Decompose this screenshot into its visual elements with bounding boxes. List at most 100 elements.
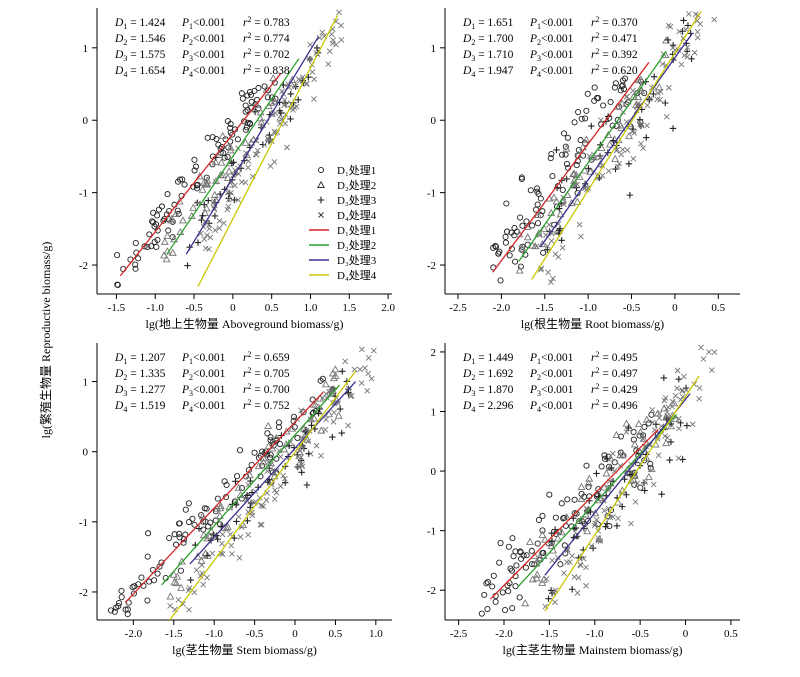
data-point-d3 xyxy=(329,433,336,441)
data-point-d4 xyxy=(306,56,313,62)
data-point-d2 xyxy=(634,76,643,84)
data-point-d4 xyxy=(218,550,224,557)
fit-line-d1 xyxy=(492,61,650,273)
data-point-d4 xyxy=(698,344,704,351)
stat-r2-value: r2 = 0.752 xyxy=(243,398,290,412)
data-point-d2 xyxy=(325,410,333,418)
data-point-d4 xyxy=(318,452,324,459)
stat-d-value: D1 = 1.207 xyxy=(114,352,166,366)
data-point-d4 xyxy=(595,535,602,542)
data-point-d3 xyxy=(287,115,294,123)
stat-d-value: D3 = 1.710 xyxy=(462,49,514,63)
data-point-d4 xyxy=(202,245,209,252)
data-point-d4 xyxy=(644,102,651,109)
data-point-d4 xyxy=(672,392,679,399)
data-point-d1 xyxy=(176,530,183,537)
data-point-d3 xyxy=(613,522,621,530)
data-point-d2 xyxy=(160,251,168,259)
data-point-d4 xyxy=(559,244,566,251)
data-point-d1 xyxy=(248,91,255,98)
data-point-d2 xyxy=(611,154,620,162)
data-point-d2 xyxy=(578,143,587,151)
data-point-d1 xyxy=(244,92,251,99)
data-point-d4 xyxy=(204,574,210,581)
data-point-d1 xyxy=(535,516,543,523)
data-point-d2 xyxy=(215,511,224,519)
data-point-d4 xyxy=(665,22,672,29)
data-point-d2 xyxy=(264,442,273,450)
data-point-d3 xyxy=(287,90,294,98)
data-point-d4 xyxy=(280,472,287,479)
stat-p-value: P4<0.001 xyxy=(529,400,574,414)
legend-label: D₁处理1 xyxy=(337,164,376,177)
data-point-d4 xyxy=(245,531,252,538)
x-tick-label: 0 xyxy=(683,628,689,640)
data-point-d2 xyxy=(636,75,645,83)
data-point-d2 xyxy=(160,237,169,245)
x-tick-label: 1.0 xyxy=(304,302,318,314)
stat-p-value: P3<0.001 xyxy=(181,384,226,398)
data-point-d1 xyxy=(107,607,114,614)
data-point-d3 xyxy=(608,464,615,472)
data-point-d1 xyxy=(177,567,184,574)
data-point-d2 xyxy=(254,462,263,470)
data-point-d3 xyxy=(662,99,669,107)
data-point-d1 xyxy=(203,174,210,181)
data-point-d1 xyxy=(492,598,499,605)
data-point-d4 xyxy=(311,96,317,102)
data-point-d4 xyxy=(342,358,349,365)
data-point-d4 xyxy=(548,230,555,237)
data-point-d1 xyxy=(234,473,241,480)
fit-line-d2 xyxy=(518,51,667,262)
data-point-d4 xyxy=(271,496,278,502)
data-point-d2 xyxy=(173,572,182,580)
data-point-d1 xyxy=(216,521,224,528)
data-point-d1 xyxy=(191,167,198,174)
data-point-d1 xyxy=(243,124,250,131)
data-point-d1 xyxy=(150,209,157,216)
data-point-d3 xyxy=(667,438,675,446)
data-point-d4 xyxy=(242,179,249,186)
data-point-d4 xyxy=(544,243,551,249)
data-point-d1 xyxy=(300,409,307,416)
data-point-d4 xyxy=(309,69,316,75)
data-point-d1 xyxy=(251,87,258,94)
data-point-d1 xyxy=(118,594,125,601)
data-point-d2 xyxy=(259,454,268,462)
data-point-d4 xyxy=(243,496,250,503)
data-point-d3 xyxy=(652,421,660,428)
x-tick-label: -2.5 xyxy=(450,628,468,640)
x-tick-label: -1.5 xyxy=(165,628,183,640)
data-point-d1 xyxy=(154,570,161,577)
data-point-d4 xyxy=(624,147,631,153)
data-point-d4 xyxy=(293,103,300,110)
data-point-d1 xyxy=(548,151,555,158)
data-point-d3 xyxy=(313,44,321,52)
legend-label: D₃处理3 xyxy=(337,194,377,207)
data-point-d1 xyxy=(512,583,519,590)
data-point-d2 xyxy=(169,570,178,578)
data-point-d2 xyxy=(245,471,254,479)
data-point-d4 xyxy=(700,356,707,362)
data-point-d1 xyxy=(585,483,592,490)
stat-r2-value: r2 = 0.370 xyxy=(591,15,638,29)
data-point-d2 xyxy=(583,527,592,535)
data-point-d3 xyxy=(315,410,322,417)
data-point-d4 xyxy=(305,438,312,445)
data-point-d3 xyxy=(225,195,232,202)
stat-d-value: D2 = 1.335 xyxy=(114,368,166,382)
data-point-d2 xyxy=(538,239,547,248)
data-point-d4 xyxy=(649,407,656,413)
data-point-d1 xyxy=(171,531,178,538)
data-point-d3 xyxy=(231,196,238,204)
x-tick-label: 0 xyxy=(230,302,236,314)
data-point-d3 xyxy=(281,479,289,486)
data-point-d1 xyxy=(534,201,541,208)
data-point-d2 xyxy=(195,172,204,180)
data-point-d4 xyxy=(640,436,647,443)
fit-line-d1 xyxy=(124,391,324,603)
shared-y-axis-title: lg(繁殖生物量 Reproductive biomass/g) xyxy=(38,242,53,439)
data-point-d1 xyxy=(499,589,506,596)
data-point-d4 xyxy=(207,234,214,241)
data-point-d4 xyxy=(358,346,365,353)
